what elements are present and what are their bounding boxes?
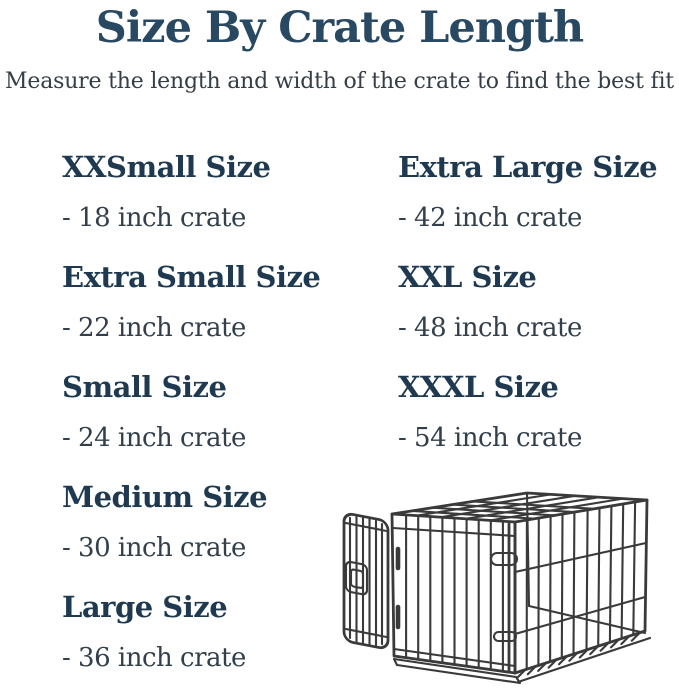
dog-crate-illustration-icon [342, 491, 652, 685]
page-subtitle: Measure the length and width of the crat… [5, 69, 674, 94]
size-detail: - 18 inch crate [62, 203, 246, 233]
size-detail: - 24 inch crate [62, 423, 246, 453]
size-detail: - 48 inch crate [398, 313, 582, 343]
size-label: XXL Size [398, 260, 537, 294]
size-detail: - 30 inch crate [62, 533, 246, 563]
size-label: Large Size [62, 590, 228, 624]
size-item-small: Small Size - 24 inch crate [62, 370, 246, 455]
size-label: Extra Large Size [398, 150, 658, 184]
size-item-xxl: XXL Size - 48 inch crate [398, 260, 582, 345]
size-item-medium: Medium Size - 30 inch crate [62, 480, 268, 565]
size-detail: - 22 inch crate [62, 313, 246, 343]
page-title: Size By Crate Length [95, 3, 584, 53]
size-item-extra-small: Extra Small Size - 22 inch crate [62, 260, 321, 345]
size-detail: - 54 inch crate [398, 423, 582, 453]
size-label: XXSmall Size [62, 150, 271, 184]
size-detail: - 36 inch crate [62, 643, 246, 673]
size-item-extra-large: Extra Large Size - 42 inch crate [398, 150, 658, 235]
size-label: XXXL Size [398, 370, 559, 404]
size-detail: - 42 inch crate [398, 203, 582, 233]
size-label: Small Size [62, 370, 227, 404]
size-item-large: Large Size - 36 inch crate [62, 590, 246, 675]
size-label: Medium Size [62, 480, 268, 514]
size-label: Extra Small Size [62, 260, 321, 294]
size-item-xxxl: XXXL Size - 54 inch crate [398, 370, 582, 455]
size-item-xxsmall: XXSmall Size - 18 inch crate [62, 150, 271, 235]
